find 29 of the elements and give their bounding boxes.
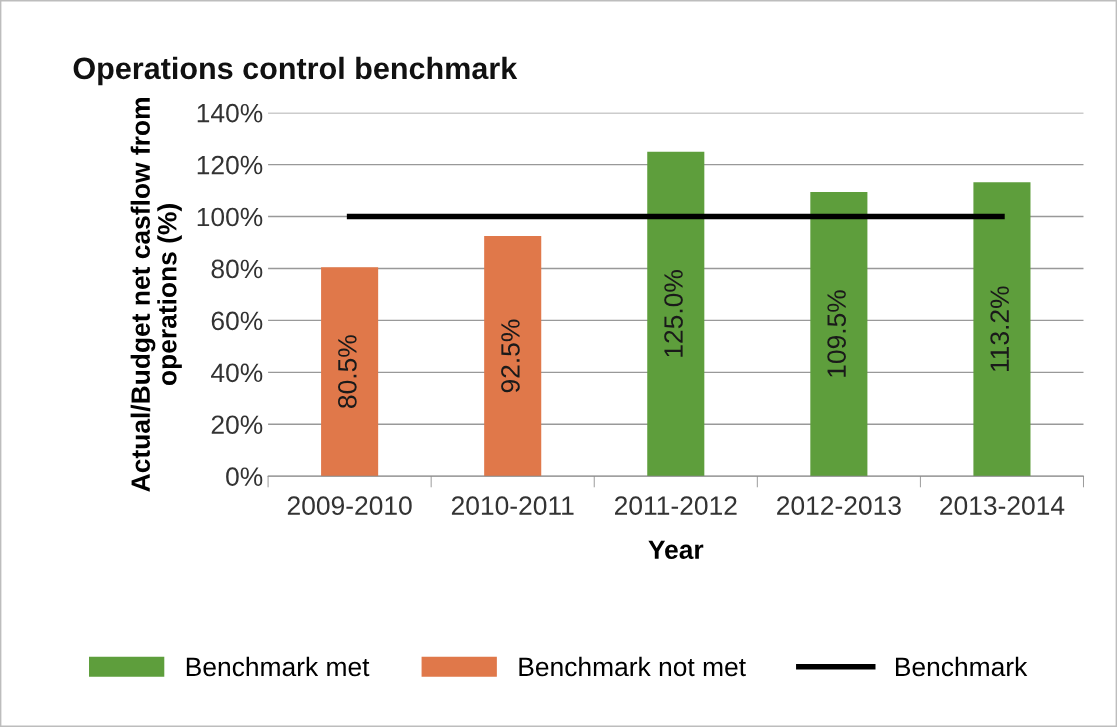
bar: [484, 236, 542, 477]
bar: [321, 267, 379, 477]
y-tick-label: 140%: [197, 103, 263, 123]
data-label: 92.5%: [501, 319, 520, 393]
y-tick-label: 40%: [211, 363, 263, 383]
chart-title: Operations control benchmark: [73, 56, 518, 86]
y-tick-label: 60%: [211, 311, 263, 331]
data-label: 80.5%: [338, 335, 357, 408]
legend-label: Benchmark met: [186, 656, 370, 677]
data-label: 109.5%: [827, 290, 846, 377]
y-tick-label: 80%: [211, 259, 263, 279]
x-tick-label: 2009-2010: [287, 496, 412, 516]
bar: [973, 182, 1031, 477]
x-tick-label: 2011-2012: [614, 496, 737, 516]
data-label: 113.2%: [990, 286, 1010, 371]
legend-label: Benchmark: [896, 656, 1028, 677]
y-axis-title: Actual/Budget net casflow from operations (%): [130, 98, 182, 492]
legend-label: Benchmark not met: [519, 656, 746, 677]
x-tick-label: 2010-2011: [451, 496, 574, 516]
y-tick-label: 0%: [226, 467, 263, 487]
bar: [810, 191, 868, 477]
x-tick-label: 2012-2013: [777, 496, 901, 516]
y-tick-label: 100%: [197, 207, 263, 227]
x-tick-label: 2013-2014: [940, 496, 1065, 516]
y-tick-label: 20%: [211, 415, 263, 435]
x-axis-title: Year: [648, 540, 704, 560]
bar: [647, 151, 705, 477]
y-tick-label: 120%: [197, 155, 263, 175]
data-label: 125.0%: [664, 270, 683, 357]
